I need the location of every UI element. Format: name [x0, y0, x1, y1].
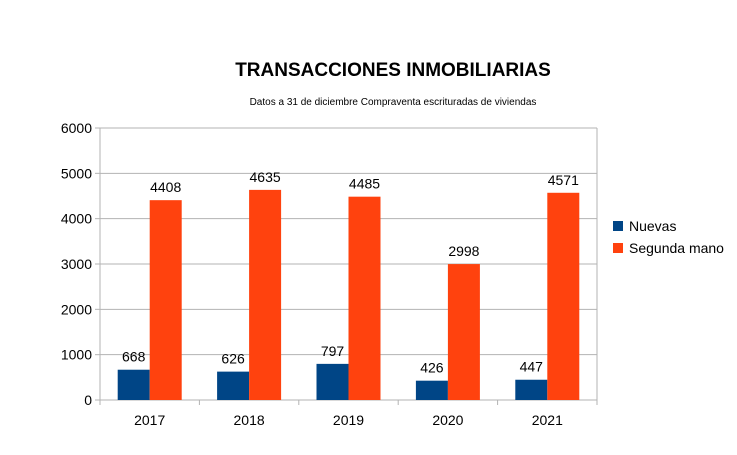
legend-swatch	[613, 243, 623, 253]
bar-nuevas	[117, 369, 150, 400]
bar-nuevas	[316, 363, 349, 400]
data-label: 4571	[548, 172, 579, 188]
bar-segunda-mano	[447, 264, 480, 400]
y-tick-label: 5000	[61, 165, 92, 181]
y-tick-label: 6000	[61, 120, 92, 136]
legend-swatch	[613, 221, 623, 231]
data-label: 797	[321, 343, 345, 359]
x-tick-label: 2019	[333, 412, 364, 428]
x-tick-label: 2017	[134, 412, 165, 428]
legend-label: Nuevas	[629, 218, 677, 234]
x-tick-label: 2020	[432, 412, 463, 428]
y-tick-label: 0	[84, 392, 92, 408]
data-label: 4635	[250, 169, 281, 185]
bar-nuevas	[515, 379, 548, 400]
data-label: 4408	[150, 179, 181, 195]
axes: 0 1000 2000 3000 4000 5000 6000 2017 2018 2019 202…	[61, 120, 598, 428]
data-label: 626	[221, 351, 245, 367]
legend-item-segunda-mano: Segunda mano	[613, 237, 724, 259]
bar-segunda-mano	[249, 189, 282, 400]
legend-label: Segunda mano	[629, 240, 724, 256]
data-label: 668	[122, 349, 146, 365]
y-tick-label: 3000	[61, 256, 92, 272]
chart-subtitle: Datos a 31 de diciembre Compraventa escr…	[250, 97, 537, 108]
data-label: 447	[520, 359, 544, 375]
legend: Nuevas Segunda mano	[613, 215, 724, 259]
data-label: 2998	[448, 243, 479, 259]
data-labels: 668 4408 626 4635 797 4485 426 2998 447 4571	[122, 169, 579, 376]
y-tick-label: 4000	[61, 211, 92, 227]
chart-title: TRANSACCIONES INMOBILIARIAS	[235, 60, 551, 81]
data-label: 4485	[349, 176, 380, 192]
bar-nuevas	[217, 371, 250, 400]
data-label: 426	[420, 360, 444, 376]
bar-segunda-mano	[547, 192, 580, 400]
y-tick-label: 2000	[61, 301, 92, 317]
bars	[117, 189, 580, 400]
bar-nuevas	[415, 380, 448, 400]
legend-item-nuevas: Nuevas	[613, 215, 724, 237]
y-tick-label: 1000	[61, 347, 92, 363]
x-tick-label: 2021	[532, 412, 563, 428]
x-tick-label: 2018	[234, 412, 265, 428]
bar-segunda-mano	[348, 196, 381, 400]
bar-segunda-mano	[149, 200, 182, 400]
